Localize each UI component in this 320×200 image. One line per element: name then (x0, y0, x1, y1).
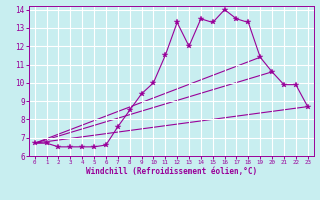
X-axis label: Windchill (Refroidissement éolien,°C): Windchill (Refroidissement éolien,°C) (86, 167, 257, 176)
